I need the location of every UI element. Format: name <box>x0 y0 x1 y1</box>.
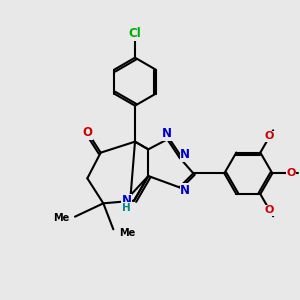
Text: N: N <box>180 148 190 161</box>
Text: O: O <box>286 168 296 178</box>
Text: Me: Me <box>119 228 136 238</box>
Text: O: O <box>265 205 274 215</box>
Text: N: N <box>162 127 172 140</box>
Text: O: O <box>83 126 93 139</box>
Text: O: O <box>265 131 274 141</box>
Text: N: N <box>180 184 190 196</box>
Text: Cl: Cl <box>129 27 141 40</box>
Text: H: H <box>122 203 131 213</box>
Text: N: N <box>122 194 132 208</box>
Text: Me: Me <box>53 213 69 223</box>
